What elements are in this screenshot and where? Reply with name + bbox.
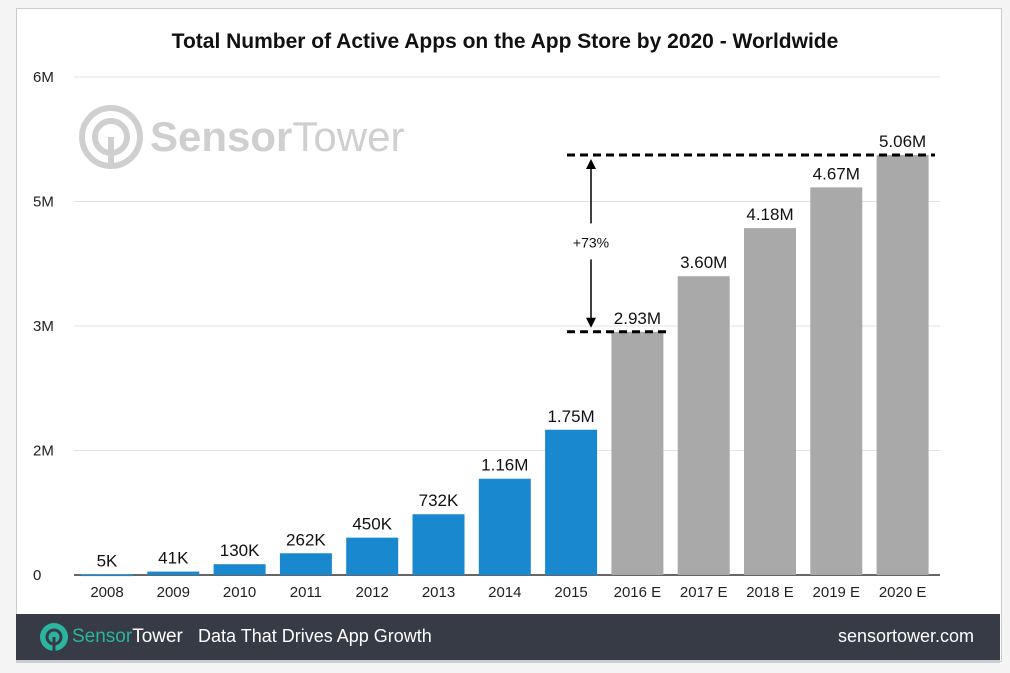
footer-url[interactable]: sensortower.com bbox=[837, 626, 974, 646]
footer-bar: Sensor Tower Data That Drives App Growth … bbox=[16, 614, 1000, 663]
data-label: 5K bbox=[97, 552, 118, 571]
x-tick-label: 2017 E bbox=[680, 584, 728, 601]
bar bbox=[81, 574, 133, 577]
y-tick-label: 2M bbox=[33, 443, 54, 460]
sensortower-logo-icon bbox=[40, 623, 68, 651]
data-label: 732K bbox=[419, 491, 459, 510]
data-label: 41K bbox=[158, 549, 189, 568]
bar bbox=[677, 276, 730, 575]
footer-logo: Sensor Tower bbox=[40, 623, 183, 651]
footer-brand-a: Sensor bbox=[72, 626, 133, 647]
arrow-down-icon bbox=[586, 317, 596, 328]
y-tick-label: 0 bbox=[33, 567, 41, 584]
data-label: 450K bbox=[352, 515, 392, 534]
data-label: 4.18M bbox=[746, 205, 793, 224]
y-tick-label: 5M bbox=[33, 194, 54, 211]
x-tick-label: 2013 bbox=[422, 584, 455, 601]
x-tick-label: 2016 E bbox=[614, 584, 662, 601]
data-label: 3.60M bbox=[680, 253, 727, 272]
x-tick-label: 2019 E bbox=[813, 584, 861, 601]
data-label: 262K bbox=[286, 530, 326, 549]
bar-chart: 0 2M 3M 5M 6M 5K 2008 41K 2009 130K 2010 262K 2011 45… bbox=[33, 69, 940, 601]
y-tick-label: 6M bbox=[33, 69, 54, 86]
growth-annotation: +73% bbox=[573, 234, 609, 250]
bar bbox=[213, 564, 266, 575]
x-tick-label: 2015 bbox=[554, 584, 587, 601]
bar bbox=[346, 537, 399, 575]
watermark-brand-b: Tower bbox=[292, 113, 405, 160]
x-tick-label: 2012 bbox=[356, 584, 389, 601]
footer-tagline: Data That Drives App Growth bbox=[198, 626, 432, 646]
sensortower-logo-icon bbox=[79, 105, 143, 169]
x-tick-label: 2009 bbox=[157, 584, 190, 601]
bar bbox=[147, 571, 200, 575]
data-label: 1.75M bbox=[547, 407, 594, 426]
footer-brand-b: Tower bbox=[132, 626, 183, 647]
x-tick-label: 2014 bbox=[488, 584, 521, 601]
bar bbox=[744, 228, 796, 575]
bar bbox=[478, 478, 531, 575]
bar bbox=[611, 331, 664, 575]
bar bbox=[412, 514, 465, 575]
data-label: 5.06M bbox=[879, 132, 926, 151]
bar bbox=[545, 429, 598, 575]
x-tick-label: 2010 bbox=[223, 584, 256, 601]
bar bbox=[810, 187, 863, 575]
watermark: SensorTower bbox=[78, 104, 404, 170]
data-label: 2.93M bbox=[614, 309, 661, 328]
arrow-up-icon bbox=[586, 159, 596, 170]
chart-title: Total Number of Active Apps on the App S… bbox=[171, 30, 839, 53]
y-tick-label: 3M bbox=[33, 318, 54, 335]
x-tick-label: 2008 bbox=[90, 584, 123, 601]
bar bbox=[876, 155, 929, 575]
data-label: 130K bbox=[220, 541, 260, 560]
data-label: 4.67M bbox=[813, 164, 860, 183]
bar bbox=[279, 553, 332, 575]
x-tick-label: 2018 E bbox=[746, 584, 794, 601]
x-tick-label: 2011 bbox=[290, 584, 322, 601]
watermark-brand-a: Sensor bbox=[150, 113, 293, 160]
data-label: 1.16M bbox=[481, 456, 528, 475]
x-tick-label: 2020 E bbox=[879, 584, 927, 601]
